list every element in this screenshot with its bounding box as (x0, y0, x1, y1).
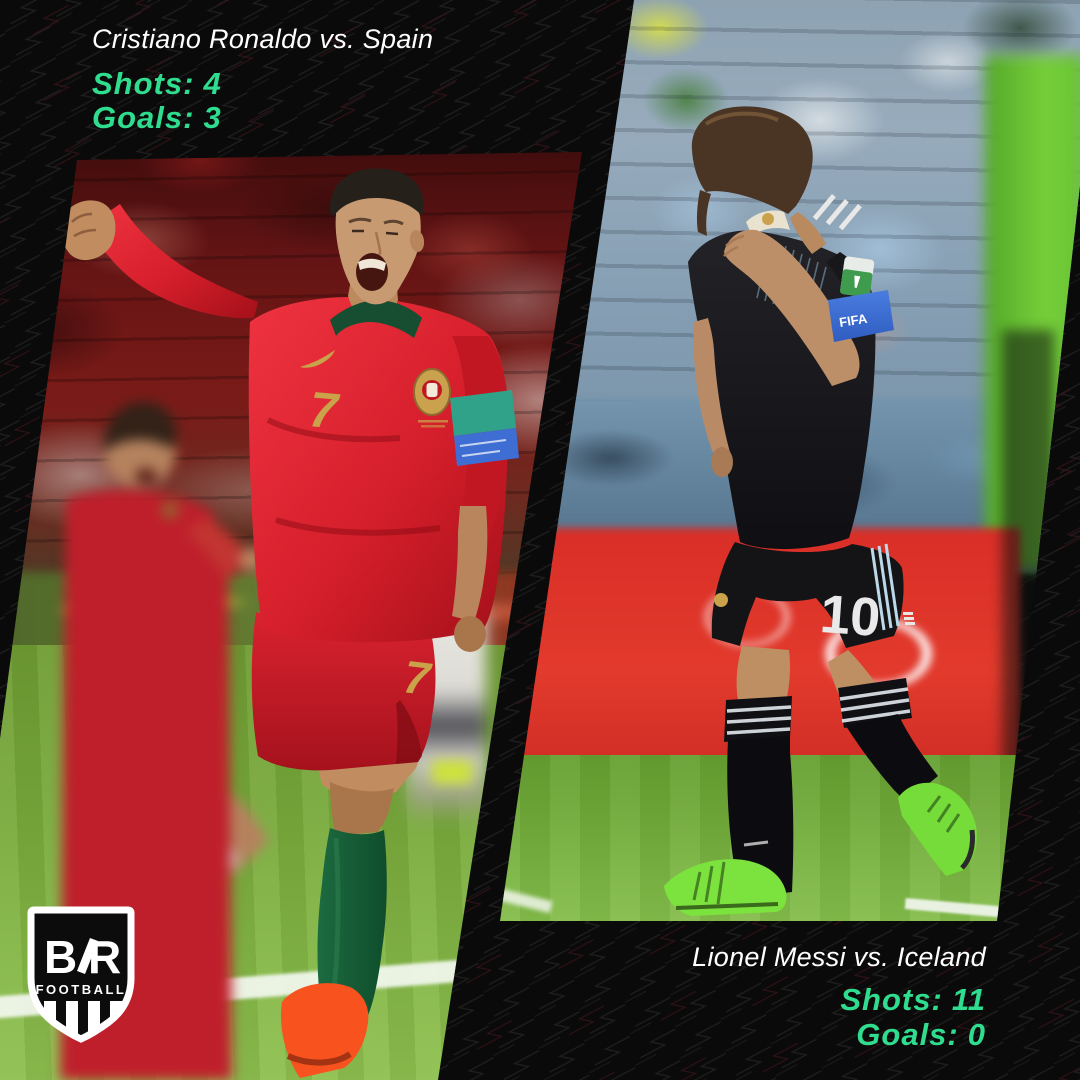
left-panel-title: Cristiano Ronaldo vs. Spain (92, 24, 434, 54)
logo-wordmark: FOOTBALL (36, 982, 127, 997)
blurred-opponent-boots (432, 760, 472, 784)
captain-armband (450, 390, 516, 436)
ronaldo-open-mouth (356, 253, 388, 291)
adidas-shoulder-stripes (812, 194, 862, 231)
goals-value: 3 (203, 100, 222, 135)
shorts-side-stripes (870, 543, 900, 631)
messi-body: FIFA 10 (664, 106, 977, 916)
ronaldo-hair (329, 168, 424, 216)
shorts-adidas-mark (903, 612, 915, 625)
ronaldo-body: 7 (60, 168, 519, 1078)
right-shots-line: Shots: 11 (692, 982, 986, 1017)
logo-slash-icon (77, 938, 98, 974)
shots-value: 4 (203, 66, 222, 101)
messi-boot-left (664, 859, 787, 916)
sock-stripes-right (839, 687, 911, 723)
goals-label: Goals: (92, 100, 195, 135)
ronaldo-shorts (251, 612, 436, 771)
logo-letter-b: B (44, 931, 77, 983)
shots-value: 11 (951, 982, 986, 1017)
messi-sock-left (727, 736, 794, 898)
left-stat-lines: Shots: 4 Goals: 3 (92, 67, 433, 135)
left-stats-block: Cristiano Ronaldo vs. Spain Shots: 4 Goal… (92, 24, 433, 135)
fifa-armband: FIFA (828, 290, 894, 342)
left-shots-line: Shots: 4 (92, 67, 433, 101)
world-cup-sleeve-badge (840, 256, 875, 298)
messi-boot-right (898, 782, 977, 876)
shots-label: Shots: (840, 982, 943, 1017)
logo-letter-r: R (88, 931, 121, 983)
messi-shorts-number: 10 (818, 584, 882, 648)
portugal-crest (413, 368, 451, 428)
afa-crest (714, 593, 728, 607)
shots-label: Shots: (92, 66, 195, 101)
goals-label: Goals: (856, 1017, 959, 1052)
ronaldo-raised-arm (88, 204, 258, 319)
sock-stripes-left (726, 705, 792, 735)
nike-swoosh-icon (300, 350, 335, 368)
messi-hair (691, 106, 813, 214)
armband-text: FIFA (838, 311, 869, 330)
messi-sock-right (846, 714, 938, 802)
ronaldo-collar (330, 300, 422, 338)
messi-raised-arm (724, 229, 860, 386)
right-goals-line: Goals: 0 (692, 1017, 986, 1052)
right-panel-title: Lionel Messi vs. Iceland (692, 942, 986, 972)
br-football-logo: B R FOOTBALL (27, 906, 135, 1043)
teammate-crest-blur (161, 501, 179, 519)
right-stat-lines: Shots: 11 Goals: 0 (692, 982, 986, 1052)
messi-shorts (711, 542, 904, 648)
left-goals-line: Goals: 3 (92, 101, 433, 135)
goals-value: 0 (967, 1017, 986, 1052)
right-stats-block: Lionel Messi vs. Iceland Shots: 11 Goals:… (692, 942, 986, 1052)
